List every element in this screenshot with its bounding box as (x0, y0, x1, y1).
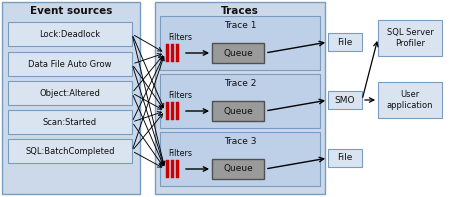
Bar (166, 44, 169, 62)
Bar (378, 82, 442, 118)
Bar (328, 149, 362, 167)
Text: Event sources: Event sources (30, 6, 112, 16)
Bar (8, 22, 132, 46)
Bar (171, 160, 174, 178)
Text: Trace 3: Trace 3 (224, 137, 256, 146)
Text: SMO: SMO (335, 96, 355, 104)
Bar (155, 2, 325, 194)
Bar (176, 44, 179, 62)
Text: Traces: Traces (221, 6, 259, 16)
Text: File: File (338, 153, 353, 163)
Bar (171, 44, 174, 62)
Bar (328, 91, 362, 109)
Bar (176, 102, 179, 120)
Bar (8, 52, 132, 76)
Text: SQL:BatchCompleted: SQL:BatchCompleted (25, 147, 115, 155)
Bar (212, 43, 264, 63)
Text: Filters: Filters (168, 33, 192, 42)
Bar (8, 139, 132, 163)
Bar (8, 110, 132, 134)
Bar (160, 132, 320, 186)
Bar (8, 81, 132, 105)
Bar (171, 102, 174, 120)
Text: Filters: Filters (168, 90, 192, 99)
Text: Object:Altered: Object:Altered (40, 88, 100, 98)
Text: Queue: Queue (223, 164, 253, 174)
Bar (166, 160, 169, 178)
Text: Trace 1: Trace 1 (224, 20, 256, 30)
Text: Queue: Queue (223, 48, 253, 58)
Bar (166, 102, 169, 120)
Text: File: File (338, 37, 353, 46)
Bar (378, 20, 442, 56)
Bar (212, 159, 264, 179)
Bar (160, 16, 320, 70)
Bar (212, 101, 264, 121)
Text: Filters: Filters (168, 149, 192, 157)
Text: SQL Server
Profiler: SQL Server Profiler (387, 28, 433, 48)
Text: Data File Auto Grow: Data File Auto Grow (28, 59, 112, 69)
Bar (2, 2, 140, 194)
Text: Trace 2: Trace 2 (224, 78, 256, 87)
Bar (160, 74, 320, 128)
Text: Lock:Deadlock: Lock:Deadlock (40, 30, 100, 38)
Bar (328, 33, 362, 51)
Text: Queue: Queue (223, 107, 253, 115)
Text: Scan:Started: Scan:Started (43, 117, 97, 126)
Text: User
application: User application (387, 90, 433, 110)
Bar (176, 160, 179, 178)
